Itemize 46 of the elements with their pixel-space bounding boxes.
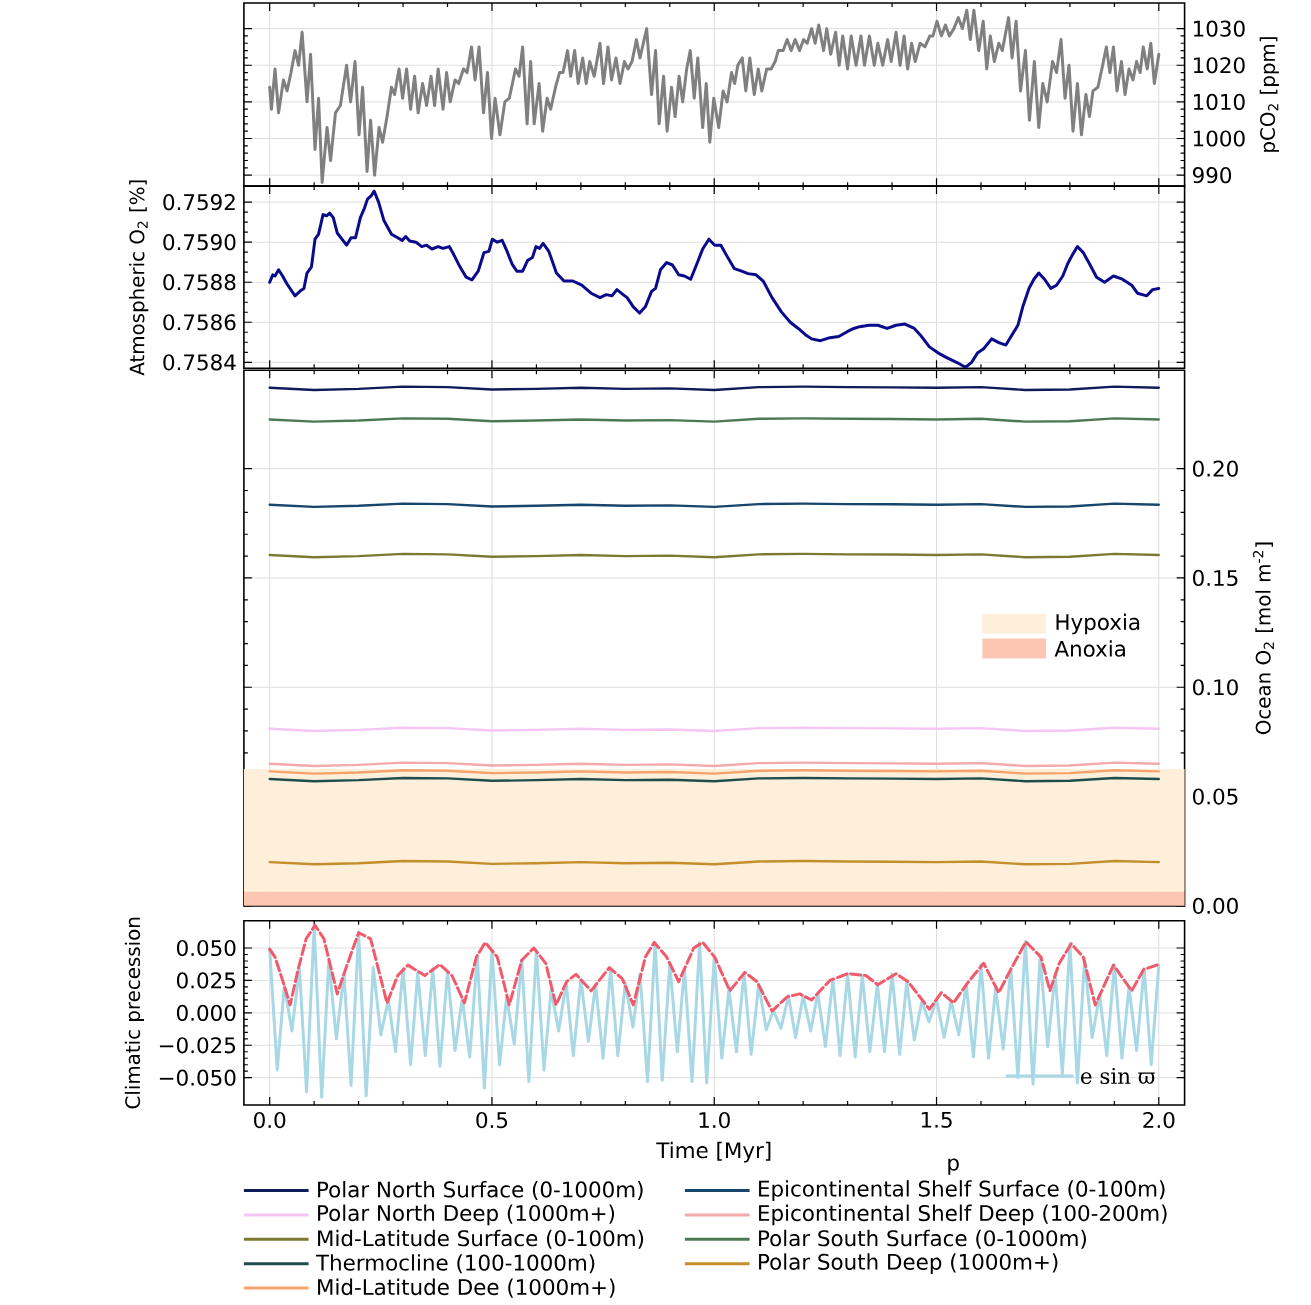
legend-label: Mid-Latitude Surface (0-100m) — [318, 1229, 644, 1249]
x-tick-label: 1.0 — [699, 1111, 730, 1129]
legend-label: Polar North Surface (0-1000m) — [318, 1180, 643, 1201]
legend-label: Hypoxia — [1056, 613, 1140, 635]
legend-label: Epicontinental Shelf Surface (0-100m) — [759, 1180, 1165, 1201]
y-tick-label: −0.050 — [159, 1069, 236, 1086]
legend-label: e sin ϖ — [1080, 1067, 1155, 1085]
legend-label: Thermocline (100-1000m) — [315, 1254, 595, 1274]
y-tick-label: 0.7590 — [163, 234, 236, 251]
x-tick-label: 2.0 — [1143, 1111, 1175, 1129]
line-series — [268, 8, 1161, 184]
legend-label: Polar North Deep (1000m+) — [318, 1204, 615, 1226]
y-tick-label: 0.7588 — [163, 274, 236, 291]
y-tick-label: 1010 — [1193, 93, 1245, 110]
y-tick-label: 1030 — [1193, 20, 1245, 37]
y-tick-label: 0.20 — [1193, 460, 1238, 477]
line-series — [268, 923, 1161, 1013]
y-tick-label: 0.00 — [1193, 897, 1238, 914]
y-tick-label: −0.025 — [159, 1037, 236, 1054]
y-tick-label: 0.050 — [176, 939, 236, 957]
y-tick-label: 0.7584 — [163, 354, 236, 371]
legend-label: Epicontinental Shelf Deep (100-200m) — [759, 1204, 1167, 1226]
y-axis-title: Climatic precession — [124, 917, 144, 1109]
line-series — [268, 189, 1161, 369]
y-tick-label: 0.025 — [176, 972, 235, 989]
y-tick-label: 0.7592 — [163, 194, 235, 211]
x-tick-label: 0.5 — [476, 1111, 508, 1129]
y-tick-label: 0.15 — [1193, 569, 1238, 587]
y-tick-label: 0.7586 — [163, 314, 236, 331]
y-tick-label: 0.10 — [1193, 679, 1238, 696]
text: p — [948, 1158, 959, 1175]
y-tick-label: 0.05 — [1193, 788, 1238, 805]
legend-label: Mid-Latitude Dee (1000m+) — [318, 1278, 615, 1298]
y-axis-title: pCO$_{2}$ [ppm] — [1259, 37, 1279, 152]
x-tick-label: 0.0 — [254, 1111, 286, 1129]
y-axis-title: Atmospheric O$_{2}$ [%] — [129, 180, 149, 376]
legend-label: Polar South Deep (1000m+) — [759, 1253, 1058, 1275]
y-tick-label: 1000 — [1193, 130, 1245, 147]
legend-label: Polar South Surface (0-1000m) — [759, 1229, 1086, 1249]
x-axis-title: Time [Myr] — [656, 1141, 771, 1163]
y-tick-label: 0.000 — [176, 1004, 236, 1021]
legend-label: Anoxia — [1054, 640, 1125, 657]
x-tick-label: 1.5 — [921, 1111, 952, 1128]
y-axis-title: Ocean O$_{2}$ [mol m$^{-2}$] — [1252, 542, 1274, 735]
y-tick-label: 990 — [1192, 167, 1232, 184]
y-tick-label: 1020 — [1193, 57, 1245, 74]
